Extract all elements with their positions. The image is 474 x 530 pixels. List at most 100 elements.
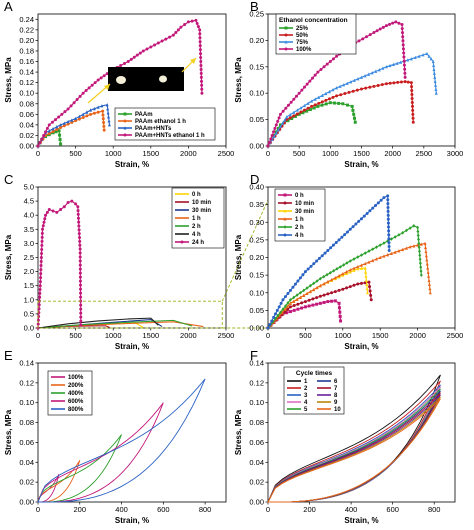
data-point <box>425 258 429 262</box>
data-point <box>368 289 372 293</box>
legend-swatch-marker <box>283 225 287 229</box>
data-point <box>425 51 429 56</box>
loop-600- <box>37 402 164 503</box>
data-point <box>295 293 299 297</box>
panel-label: E <box>4 348 13 363</box>
data-point <box>365 290 369 295</box>
data-point <box>200 91 204 95</box>
data-point <box>384 24 388 28</box>
legend-label: 1 h <box>192 216 201 222</box>
zoom-box <box>37 300 223 329</box>
data-point <box>322 281 326 286</box>
data-point <box>417 245 421 250</box>
data-point <box>303 305 307 309</box>
data-point <box>428 290 432 295</box>
panel-label: D <box>250 172 259 187</box>
legend: 0 h 10 min 30 min 1 h 2 h 4 h <box>274 188 326 242</box>
data-point <box>77 114 81 118</box>
data-point <box>278 124 282 129</box>
data-point <box>371 258 375 263</box>
x-tick-label: 2000 <box>384 149 401 158</box>
data-point <box>58 137 62 141</box>
data-point <box>372 30 376 34</box>
legend-entry: 30 min <box>278 209 314 215</box>
data-point <box>107 115 111 119</box>
data-point <box>351 108 355 112</box>
data-point <box>322 293 326 297</box>
legend-label: 10 min <box>192 200 211 206</box>
y-axis-label: Stress, MPa <box>234 234 243 280</box>
data-point <box>352 112 356 116</box>
data-point <box>194 18 198 22</box>
data-point <box>419 273 423 277</box>
data-point <box>101 109 105 113</box>
data-point <box>406 58 410 62</box>
data-point <box>352 116 356 120</box>
data-point <box>107 119 111 123</box>
data-point <box>363 266 367 270</box>
x-tick-label: 200 <box>74 505 87 514</box>
data-point <box>276 119 280 123</box>
series-2-h <box>266 223 423 330</box>
data-point <box>401 39 405 43</box>
legend-entry: 2 <box>287 386 308 392</box>
data-point <box>276 128 280 132</box>
data-point <box>303 108 307 112</box>
y-tick-label: 0.02 <box>19 131 34 140</box>
y-axis-label: Stress, MPa <box>4 57 13 103</box>
data-point <box>278 112 282 116</box>
data-point <box>291 285 295 289</box>
data-point <box>129 57 133 61</box>
data-point <box>78 279 82 283</box>
data-point <box>66 119 70 124</box>
data-point <box>328 101 332 105</box>
data-point <box>99 76 103 80</box>
data-point <box>335 267 339 271</box>
data-point <box>51 129 55 133</box>
panel-label: F <box>250 348 258 363</box>
data-point <box>351 89 355 93</box>
data-point <box>312 287 316 292</box>
series-4-h <box>266 194 391 330</box>
data-point <box>51 127 55 131</box>
series-line <box>37 317 159 329</box>
data-point <box>348 270 352 274</box>
data-point <box>406 80 410 84</box>
y-tick-label: 0.14 <box>249 359 264 368</box>
data-point <box>59 123 63 127</box>
legend-label: 4 h <box>192 232 201 238</box>
legend-label: 100% <box>296 47 312 53</box>
data-point <box>78 251 82 255</box>
y-tick-label: 0.24 <box>19 15 34 24</box>
data-point <box>320 93 324 97</box>
legend-entry: PAAm+HNTs ethanol 1 h <box>118 133 205 139</box>
legend-entry: 7 <box>317 386 338 392</box>
data-point <box>303 270 307 274</box>
data-point <box>102 128 106 132</box>
data-point <box>318 283 322 288</box>
x-tick-label: 2000 <box>180 331 197 340</box>
hysteresis-loop <box>267 398 441 503</box>
data-point <box>62 124 66 128</box>
data-point <box>387 233 391 237</box>
data-point <box>47 208 51 212</box>
data-point <box>332 101 336 105</box>
data-point <box>55 210 59 214</box>
inset-photo <box>87 57 197 104</box>
data-point <box>384 82 388 86</box>
x-tick-label: 500 <box>69 331 82 340</box>
legend-swatch-marker <box>123 133 127 137</box>
legend-label: 75% <box>296 40 309 46</box>
data-point <box>431 59 435 64</box>
data-point <box>322 65 326 69</box>
data-point <box>78 263 82 267</box>
data-point <box>87 86 91 90</box>
data-point <box>313 73 317 77</box>
data-point <box>311 76 315 80</box>
data-point <box>337 301 341 305</box>
y-tick-label: 1.5 <box>24 281 34 290</box>
photo-arrow-head <box>104 84 110 90</box>
y-tick-label: 0.02 <box>19 478 34 487</box>
data-point <box>78 239 82 243</box>
data-point <box>79 291 83 295</box>
